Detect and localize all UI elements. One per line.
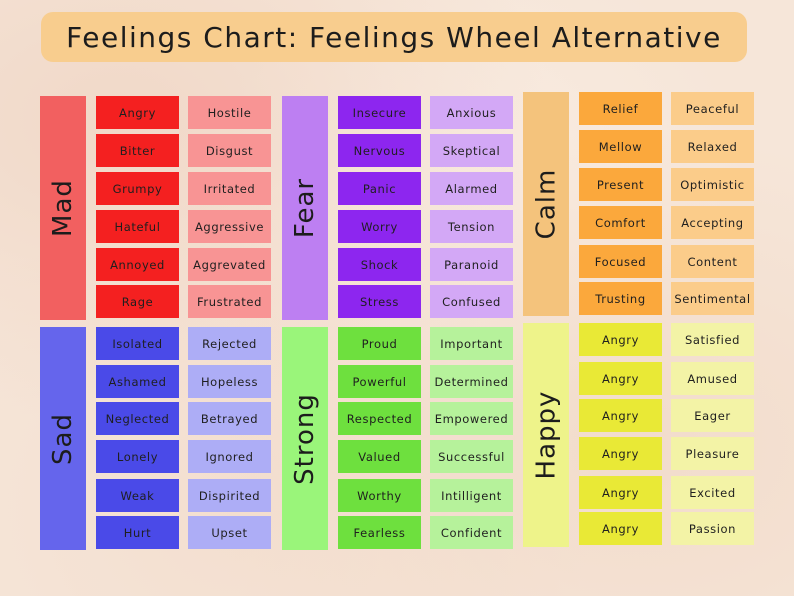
- feeling-cell: Betrayed: [188, 402, 271, 435]
- feeling-cell: Excited: [671, 476, 754, 509]
- feeling-cell: Frustrated: [188, 285, 271, 318]
- feeling-cell: Powerful: [338, 365, 421, 398]
- feeling-cell: Skeptical: [430, 134, 513, 167]
- feeling-cell: Alarmed: [430, 172, 513, 205]
- feeling-cell: Angry: [579, 437, 662, 470]
- feeling-cell: Worry: [338, 210, 421, 243]
- feeling-cell: Aggressive: [188, 210, 271, 243]
- category-fear: Fear: [282, 96, 328, 320]
- feeling-cell: Angry: [579, 362, 662, 395]
- category-label: Calm: [531, 168, 562, 240]
- feeling-cell: Lonely: [96, 440, 179, 473]
- feeling-cell: Ignored: [188, 440, 271, 473]
- feeling-cell: Trusting: [579, 282, 662, 315]
- feeling-cell: Grumpy: [96, 172, 179, 205]
- feeling-cell: Determined: [430, 365, 513, 398]
- feeling-cell: Mellow: [579, 130, 662, 163]
- feeling-cell: Satisfied: [671, 323, 754, 356]
- feeling-cell: Neglected: [96, 402, 179, 435]
- feeling-cell: Angry: [579, 399, 662, 432]
- feeling-cell: Peaceful: [671, 92, 754, 125]
- feeling-cell: Annoyed: [96, 248, 179, 281]
- feeling-cell: Angry: [579, 476, 662, 509]
- feeling-cell: Dispirited: [188, 479, 271, 512]
- feeling-cell: Isolated: [96, 327, 179, 360]
- feeling-cell: Present: [579, 168, 662, 201]
- feeling-cell: Paranoid: [430, 248, 513, 281]
- feeling-cell: Eager: [671, 399, 754, 432]
- feeling-cell: Rage: [96, 285, 179, 318]
- feeling-cell: Nervous: [338, 134, 421, 167]
- category-label: Mad: [48, 179, 78, 237]
- feeling-cell: Hostile: [188, 96, 271, 129]
- feeling-cell: Hurt: [96, 516, 179, 549]
- feeling-cell: Hateful: [96, 210, 179, 243]
- feeling-cell: Disgust: [188, 134, 271, 167]
- feeling-cell: Proud: [338, 327, 421, 360]
- feeling-cell: Weak: [96, 479, 179, 512]
- feeling-cell: Stress: [338, 285, 421, 318]
- category-happy: Happy: [523, 323, 569, 547]
- feeling-cell: Insecure: [338, 96, 421, 129]
- feeling-cell: Respected: [338, 402, 421, 435]
- feeling-cell: Successful: [430, 440, 513, 473]
- feeling-cell: Relief: [579, 92, 662, 125]
- feeling-cell: Comfort: [579, 206, 662, 239]
- feeling-cell: Panic: [338, 172, 421, 205]
- feeling-cell: Angry: [96, 96, 179, 129]
- feeling-cell: Amused: [671, 362, 754, 395]
- category-label: Happy: [531, 390, 562, 480]
- feeling-cell: Upset: [188, 516, 271, 549]
- feeling-cell: Fearless: [338, 516, 421, 549]
- feeling-cell: Ashamed: [96, 365, 179, 398]
- feeling-cell: Rejected: [188, 327, 271, 360]
- feeling-cell: Accepting: [671, 206, 754, 239]
- feeling-cell: Bitter: [96, 134, 179, 167]
- feeling-cell: Intilligent: [430, 479, 513, 512]
- feeling-cell: Confident: [430, 516, 513, 549]
- feeling-cell: Pleasure: [671, 437, 754, 470]
- category-sad: Sad: [40, 327, 86, 550]
- feeling-cell: Tension: [430, 210, 513, 243]
- feeling-cell: Content: [671, 245, 754, 278]
- page-title: Feelings Chart: Feelings Wheel Alternati…: [66, 20, 722, 54]
- feeling-cell: Irritated: [188, 172, 271, 205]
- feeling-cell: Optimistic: [671, 168, 754, 201]
- feeling-cell: Worthy: [338, 479, 421, 512]
- feeling-cell: Passion: [671, 512, 754, 545]
- category-label: Sad: [48, 412, 79, 465]
- category-calm: Calm: [523, 92, 569, 316]
- feeling-cell: Relaxed: [671, 130, 754, 163]
- feeling-cell: Valued: [338, 440, 421, 473]
- feeling-cell: Focused: [579, 245, 662, 278]
- feeling-cell: Hopeless: [188, 365, 271, 398]
- category-mad: Mad: [40, 96, 86, 320]
- feeling-cell: Angry: [579, 512, 662, 545]
- feeling-cell: Aggrevated: [188, 248, 271, 281]
- feeling-cell: Empowered: [430, 402, 513, 435]
- category-label: Fear: [290, 177, 320, 239]
- category-label: Strong: [290, 392, 320, 485]
- category-strong: Strong: [282, 327, 328, 550]
- feeling-cell: Confused: [430, 285, 513, 318]
- feeling-cell: Angry: [579, 323, 662, 356]
- feeling-cell: Anxious: [430, 96, 513, 129]
- title-banner: Feelings Chart: Feelings Wheel Alternati…: [41, 12, 747, 62]
- feeling-cell: Shock: [338, 248, 421, 281]
- feeling-cell: Sentimental: [671, 282, 754, 315]
- feeling-cell: Important: [430, 327, 513, 360]
